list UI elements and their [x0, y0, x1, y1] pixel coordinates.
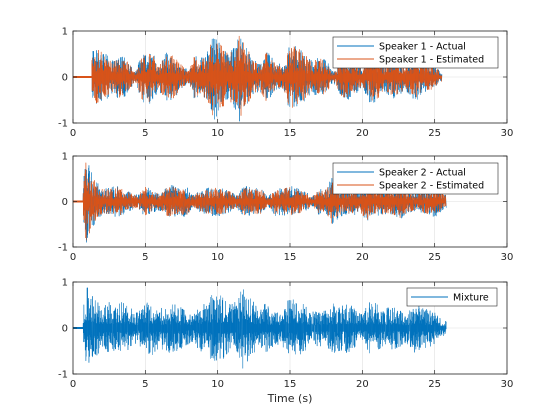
subplot-3-x-tick-label: 20	[356, 379, 369, 390]
subplot-3-legend-box	[406, 287, 498, 307]
subplot-3-x-tick-label: 30	[501, 379, 514, 390]
subplot-1-traces	[72, 35, 443, 122]
subplot-3-series-1-waveform	[72, 287, 447, 369]
subplot-2-x-tick-label: 0	[70, 252, 76, 263]
subplot-2-x-tick-label: 15	[284, 252, 297, 263]
subplot-1-legend-label-estimated: Speaker 1 - Estimated	[379, 55, 484, 66]
subplot-1-x-tick-label: 15	[284, 128, 297, 139]
subplot-3-x-tick-label: 25	[428, 379, 441, 390]
subplot-1-x-tick-label: 20	[356, 128, 369, 139]
subplot-3-ticks: 0 5 10 15 20 25 30-101	[58, 278, 513, 391]
subplot-2-legend-box	[332, 162, 499, 195]
subplot-2-legend-label-estimated: Speaker 2 - Estimated	[379, 181, 484, 192]
subplot-1-x-tick-label: 0	[70, 128, 76, 139]
subplot-speaker-2: 0 5 10 15 20 25 30-101 Speaker 2 - Actual Spea…	[58, 152, 513, 264]
subplot-2-x-tick-label: 25	[428, 252, 441, 263]
subplot-3-x-tick-label: 10	[211, 379, 224, 390]
subplot-3-x-tick-label: 0	[70, 379, 76, 390]
subplot-2-x-tick-label: 20	[356, 252, 369, 263]
subplot-1-x-tick-label: 10	[211, 128, 224, 139]
subplot-3-y-tick-label: 0	[62, 324, 68, 335]
subplot-2-x-tick-label: 30	[501, 252, 514, 263]
subplot-1-y-tick-label: -1	[58, 119, 68, 130]
subplot-1-y-tick-label: 0	[62, 73, 68, 84]
subplot-2-x-tick-label: 10	[211, 252, 224, 263]
subplot-mixture: 0 5 10 15 20 25 30-101 Mixture Time (s)	[58, 278, 513, 406]
subplot-1-legend-box	[332, 36, 499, 69]
subplot-1-x-tick-label: 25	[428, 128, 441, 139]
subplot-2-ticks: 0 5 10 15 20 25 30-101	[58, 152, 513, 264]
subplot-2-y-tick-label: -1	[58, 243, 68, 254]
subplot-1-x-tick-label: 30	[501, 128, 514, 139]
subplot-2-legend-label-actual: Speaker 2 - Actual	[379, 168, 466, 179]
subplot-speaker-1: 0 5 10 15 20 25 30-101 Speaker 1 - Actual Spea…	[58, 27, 513, 140]
subplot-3-legend: Mixture	[406, 287, 498, 307]
subplot-3-y-tick-label: -1	[58, 370, 68, 381]
x-axis-label: Time (s)	[267, 392, 313, 405]
subplot-1-ticks: 0 5 10 15 20 25 30-101	[58, 27, 513, 140]
subplot-3-y-tick-label: 1	[62, 278, 68, 289]
subplot-2-y-tick-label: 1	[62, 152, 68, 163]
subplot-1-x-tick-label: 5	[142, 128, 148, 139]
subplot-3-legend-label-mixture: Mixture	[453, 293, 489, 304]
subplot-3-x-tick-label: 5	[142, 379, 148, 390]
subplot-1-legend: Speaker 1 - Actual Speaker 1 - Estimated	[332, 36, 499, 69]
subplot-3-x-tick-label: 15	[284, 379, 297, 390]
subplot-2-series-2-waveform	[72, 162, 447, 241]
subplot-2-x-tick-label: 5	[142, 252, 148, 263]
subplot-1-y-tick-label: 1	[62, 27, 68, 38]
subplot-2-legend: Speaker 2 - Actual Speaker 2 - Estimated	[332, 162, 499, 195]
subplot-1-legend-label-actual: Speaker 1 - Actual	[379, 42, 466, 53]
subplot-2-y-tick-label: 0	[62, 197, 68, 208]
subplot-1-series-2-waveform	[72, 35, 443, 116]
